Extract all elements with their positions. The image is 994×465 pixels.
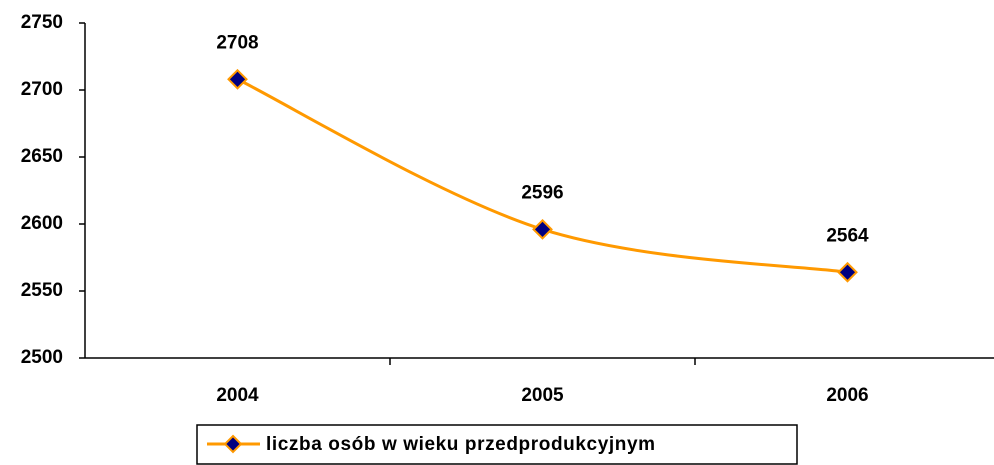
data-label: 2708 (216, 32, 258, 53)
y-tick-label: 2650 (21, 146, 63, 167)
y-tick-label: 2600 (21, 213, 63, 234)
series-line (236, 77, 848, 274)
marker (227, 68, 248, 90)
marker (837, 261, 858, 283)
x-tick-label: 2006 (826, 385, 868, 406)
legend-box (196, 424, 798, 465)
legend: liczba osób w wieku przedprodukcyjnym (196, 424, 798, 465)
x-tick-label: 2005 (521, 385, 564, 406)
legend-label: liczba osób w wieku przedprodukcyjnym (266, 434, 656, 455)
marker (532, 218, 553, 240)
y-tick-label: 2550 (21, 280, 63, 301)
y-tick-label: 2750 (21, 12, 63, 33)
y-tick-label: 2500 (21, 347, 63, 368)
data-label: 2596 (521, 182, 563, 203)
x-tick-label: 2004 (216, 385, 259, 406)
data-label: 2564 (826, 225, 869, 246)
y-tick-label: 2700 (21, 79, 63, 100)
legend-marker (223, 434, 243, 454)
